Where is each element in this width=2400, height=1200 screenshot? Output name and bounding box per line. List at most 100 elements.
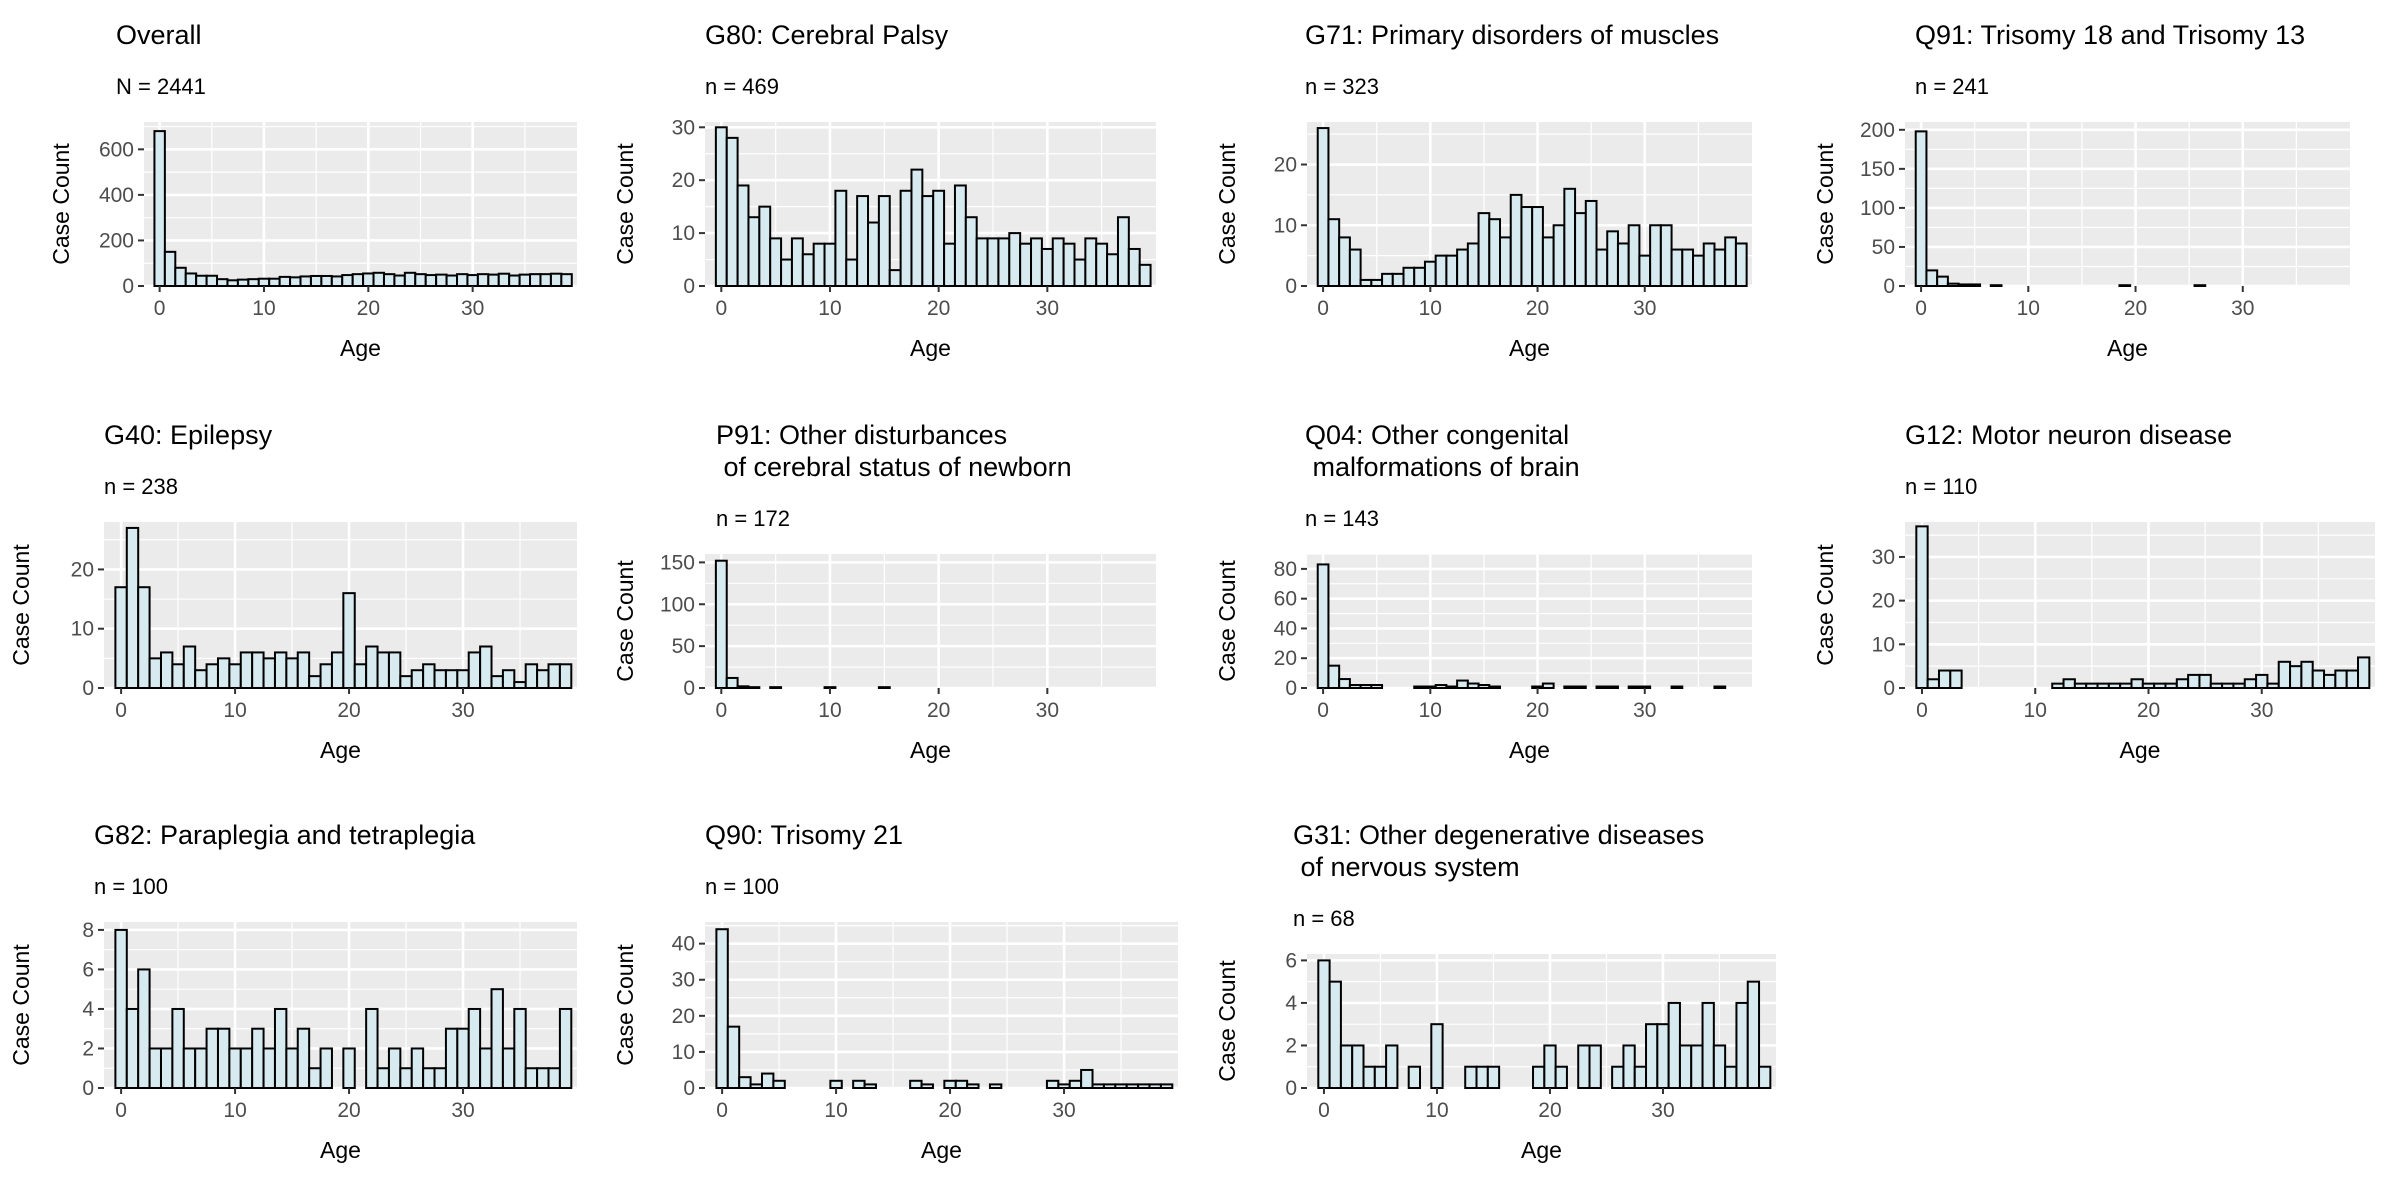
histogram-bar <box>1681 248 1695 287</box>
histogram-bar <box>137 968 151 1090</box>
histogram-bar <box>1554 1065 1568 1089</box>
histogram-bar <box>518 273 532 288</box>
panel-subtitle: n = 68 <box>1293 906 1355 931</box>
x-axis-title: Age <box>1509 335 1550 361</box>
histogram-bar <box>467 651 482 690</box>
histogram-bar <box>1127 247 1141 287</box>
histogram-bar <box>399 675 413 690</box>
y-axis-title: Case Count <box>1214 143 1240 265</box>
x-axis-title: Age <box>921 1137 962 1163</box>
panel-title: P91: Other disturbances of cerebral stat… <box>716 420 1072 482</box>
histogram-bar <box>1045 1079 1060 1089</box>
panel-title: G12: Motor neuron disease <box>1905 420 2232 450</box>
histogram-bar <box>1456 679 1469 689</box>
y-tick-label: 0 <box>1883 677 1895 700</box>
x-tick-label: 20 <box>1526 699 1549 722</box>
x-tick-label: 30 <box>1036 699 1059 722</box>
histogram-bar <box>159 651 174 690</box>
y-axis-title: Case Count <box>612 944 638 1066</box>
x-tick-label: 20 <box>1538 1099 1561 1122</box>
x-axis-title: Age <box>2107 335 2148 361</box>
y-tick-label: 2 <box>1285 1034 1297 1057</box>
x-tick-label: 0 <box>1915 297 1927 320</box>
histogram-bar <box>1338 236 1351 288</box>
histogram-bar <box>863 1083 877 1090</box>
histogram-bar <box>2198 673 2212 689</box>
panel-title: G82: Paraplegia and tetraplegia <box>94 820 476 850</box>
histogram-bar <box>351 273 365 287</box>
panel-title: Q90: Trisomy 21 <box>705 820 903 850</box>
histogram-bar <box>1595 248 1609 287</box>
x-tick-label: 0 <box>716 1099 728 1122</box>
histogram-bar <box>539 273 552 287</box>
histogram-bar <box>1348 684 1362 689</box>
histogram-bar <box>558 663 573 689</box>
histogram-bar <box>1606 230 1619 287</box>
histogram-bar <box>2193 284 2207 288</box>
histogram-bar <box>715 928 729 1090</box>
histogram-bar <box>1724 236 1737 288</box>
histogram-bar <box>899 189 913 288</box>
histogram-bar <box>268 277 281 288</box>
histogram-bar <box>1968 283 1982 288</box>
x-tick-label: 0 <box>115 699 127 722</box>
plot-background <box>705 554 1156 688</box>
histogram-bar <box>490 675 504 690</box>
histogram-bar <box>410 1047 425 1090</box>
histogram-panel: G82: Paraplegia and tetraplegia n = 100 0 1… <box>8 820 577 1163</box>
histogram-bar <box>2141 682 2156 690</box>
y-tick-label: 20 <box>1872 590 1895 613</box>
x-tick-label: 10 <box>1425 1099 1448 1122</box>
y-axis-title: Case Count <box>48 143 74 265</box>
histogram-bar <box>171 1007 185 1090</box>
y-tick-label: 0 <box>1883 275 1895 298</box>
histogram-bar <box>1423 260 1437 288</box>
histogram-bar <box>1577 1044 1591 1090</box>
y-tick-label: 600 <box>99 138 134 161</box>
histogram-bar <box>2221 682 2235 690</box>
y-tick-label: 6 <box>1285 949 1297 972</box>
histogram-bar <box>1633 1065 1648 1089</box>
histogram-bar <box>376 1067 390 1089</box>
histogram-bar <box>1413 685 1426 689</box>
histogram-bar <box>1116 216 1130 287</box>
histogram-bar <box>247 278 260 287</box>
histogram-bar <box>2051 682 2065 690</box>
histogram-bar <box>251 1027 265 1089</box>
histogram-bar <box>1622 1044 1636 1090</box>
histogram-bar <box>536 1067 550 1089</box>
y-tick-label: 40 <box>1274 617 1297 640</box>
x-tick-label: 20 <box>1526 297 1549 320</box>
histogram-bar <box>513 1007 527 1090</box>
y-axis-title: Case Count <box>1812 544 1838 666</box>
histogram-bar <box>466 274 479 288</box>
y-tick-label: 0 <box>1285 1077 1297 1100</box>
histogram-bar <box>1627 224 1641 288</box>
y-tick-label: 8 <box>82 919 94 942</box>
histogram-bar <box>920 1083 934 1090</box>
histogram-bar <box>1106 253 1119 288</box>
histogram-bar <box>1385 1044 1399 1090</box>
histogram-bar <box>342 1047 356 1090</box>
histogram-bar <box>184 272 198 288</box>
x-tick-label: 10 <box>2024 699 2047 722</box>
histogram-bar <box>909 1079 923 1089</box>
histogram-bar <box>1486 1065 1501 1089</box>
histogram-bar <box>1713 685 1727 689</box>
histogram-bar <box>2062 678 2076 690</box>
y-tick-label: 200 <box>99 229 134 252</box>
histogram-bar <box>1584 199 1598 288</box>
histogram-bar <box>239 651 254 690</box>
histogram-bar <box>1724 1065 1738 1089</box>
histogram-bar <box>195 274 208 287</box>
histogram-bar <box>444 1027 459 1089</box>
histogram-bar <box>2096 682 2110 690</box>
x-tick-label: 10 <box>223 1099 246 1122</box>
histogram-bar <box>845 258 859 288</box>
histogram-bar <box>1701 1001 1715 1090</box>
histogram-bar <box>1746 980 1761 1090</box>
histogram-bar <box>1434 684 1448 689</box>
histogram-bar <box>1073 258 1087 288</box>
histogram-bar <box>239 1047 254 1090</box>
x-tick-label: 0 <box>1317 699 1329 722</box>
